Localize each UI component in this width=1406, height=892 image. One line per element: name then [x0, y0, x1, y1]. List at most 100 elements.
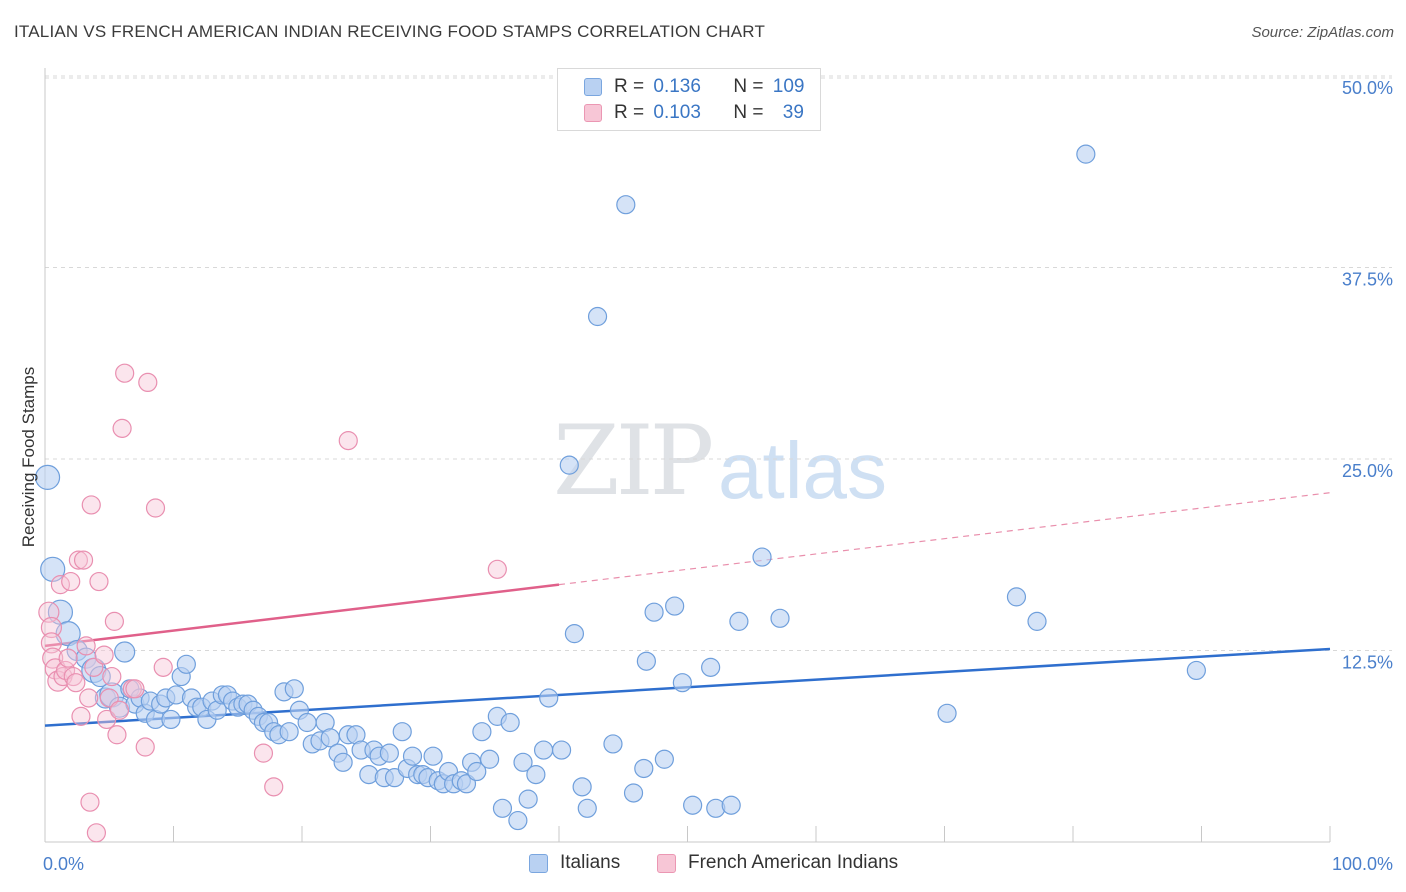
point-italians-86 — [533, 740, 554, 760]
point-french-26 — [102, 666, 122, 687]
point-french-1 — [40, 616, 63, 639]
point-french-33 — [125, 679, 145, 699]
point-french-8 — [55, 660, 76, 681]
point-italians-104 — [701, 657, 721, 677]
point-italians-103 — [683, 795, 703, 815]
point-french-28 — [107, 725, 127, 745]
point-italians-80 — [492, 798, 513, 818]
point-italians-74 — [456, 774, 477, 794]
n-label: N = — [733, 76, 764, 97]
point-italians-44 — [284, 679, 304, 699]
point-french-20 — [84, 657, 104, 677]
y-tick-label-2: 37.5% — [1342, 270, 1393, 290]
point-italians-91 — [572, 777, 592, 797]
point-italians-97 — [634, 758, 654, 779]
point-french-30 — [112, 418, 132, 438]
x-tick-label-0: 0.0% — [43, 854, 84, 874]
point-italians-107 — [729, 611, 749, 631]
stats-row-italians: R = 0.136 N = 109 — [584, 76, 804, 98]
stats-legend: R = 0.136 N = 109 R = 0.103 N = 39 — [557, 68, 821, 131]
point-italians-95 — [616, 195, 636, 215]
point-italians-108 — [752, 547, 772, 567]
grid-lines — [45, 75, 1392, 651]
axes — [44, 68, 1331, 843]
point-italians-21 — [166, 685, 186, 705]
point-french-22 — [89, 571, 109, 592]
point-italians-0 — [34, 464, 61, 490]
point-french-2 — [40, 632, 63, 654]
point-french-35 — [138, 372, 158, 392]
point-italians-92 — [577, 798, 597, 818]
chart-title: ITALIAN VS FRENCH AMERICAN INDIAN RECEIV… — [14, 22, 766, 41]
r-label: R = — [614, 102, 645, 123]
point-italians-78 — [480, 749, 500, 769]
point-italians-100 — [654, 749, 674, 769]
point-italians-56 — [359, 764, 379, 785]
point-italians-106 — [721, 795, 741, 815]
point-italians-105 — [706, 798, 726, 818]
point-italians-77 — [472, 722, 492, 742]
point-french-36 — [145, 498, 166, 518]
y-tick-label-3: 50.0% — [1342, 78, 1393, 98]
point-italians-88 — [551, 740, 572, 760]
point-italians-11 — [114, 641, 136, 663]
legend-label-french: French American Indians — [688, 852, 899, 873]
point-french-40 — [338, 431, 358, 451]
n-value: 39 — [782, 102, 804, 123]
point-italians-112 — [1027, 611, 1047, 631]
point-french-29 — [109, 700, 130, 720]
point-italians-20 — [161, 709, 181, 730]
legend-label-italians: Italians — [560, 852, 621, 873]
point-french-25 — [99, 688, 119, 708]
n-value: 109 — [772, 76, 805, 97]
italians-swatch — [584, 78, 602, 96]
point-italians-46 — [297, 712, 317, 733]
r-value: 0.136 — [653, 76, 701, 97]
point-italians-109 — [770, 608, 790, 628]
point-french-9 — [58, 648, 78, 668]
point-italians-96 — [623, 783, 644, 803]
point-italians-23 — [176, 654, 196, 674]
y-tick-label-0: 12.5% — [1342, 653, 1393, 673]
n-label: N = — [733, 102, 764, 123]
point-italians-98 — [636, 651, 656, 671]
series-legend: Italians French American Indians — [0, 852, 1406, 878]
point-french-41 — [487, 559, 507, 579]
point-french-27 — [104, 611, 124, 631]
point-italians-43 — [279, 722, 299, 742]
series-french — [38, 363, 507, 843]
legend-item-italians[interactable]: Italians — [529, 852, 620, 874]
stats-row-french: R = 0.103 N = 39 — [584, 102, 804, 124]
point-italians-82 — [508, 810, 528, 831]
point-italians-62 — [392, 722, 412, 742]
legend-item-french[interactable]: French American Indians — [657, 852, 898, 874]
point-french-21 — [86, 823, 107, 843]
source-label: Source: ZipAtlas.com — [1251, 24, 1394, 41]
point-french-38 — [253, 743, 274, 763]
trendline-french-projection — [558, 492, 1331, 586]
point-italians-83 — [513, 752, 533, 772]
point-french-13 — [68, 550, 89, 570]
watermark-atlas: atlas — [718, 426, 887, 515]
series-italians — [34, 144, 1206, 831]
point-french-23 — [94, 645, 114, 665]
point-italians-101 — [665, 596, 685, 616]
point-french-37 — [153, 657, 173, 677]
point-french-10 — [61, 571, 81, 592]
point-french-17 — [79, 688, 99, 708]
watermark-zip: ZIP — [553, 405, 714, 517]
point-italians-93 — [587, 306, 608, 327]
point-italians-64 — [402, 746, 423, 766]
point-italians-89 — [559, 455, 579, 475]
point-italians-85 — [526, 764, 546, 785]
legend-swatch-french — [657, 853, 676, 873]
legend-swatch-italians — [529, 853, 548, 873]
point-french-34 — [135, 737, 155, 757]
point-italians-113 — [1076, 144, 1096, 164]
point-italians-102 — [672, 673, 692, 693]
point-italians-68 — [423, 746, 443, 766]
point-italians-99 — [644, 602, 664, 622]
trendline-french — [44, 583, 560, 648]
point-italians-90 — [564, 624, 585, 644]
point-french-15 — [73, 550, 94, 570]
